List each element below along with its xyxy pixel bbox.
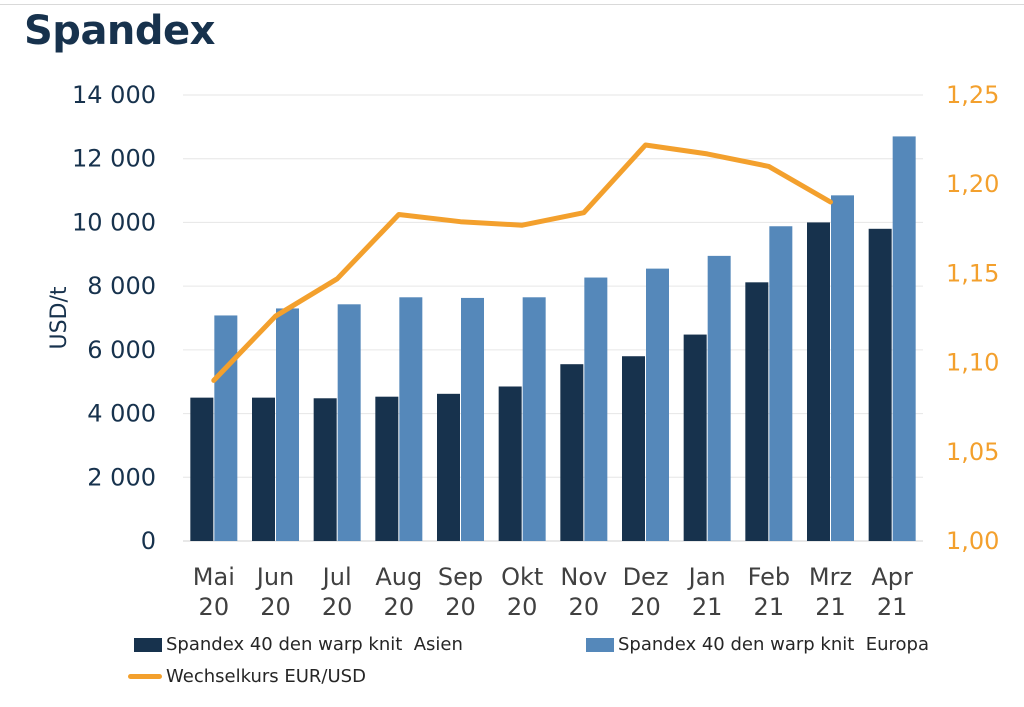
x-tick-label-year: 21 [877, 593, 908, 621]
legend-item-asien: Spandex 40 den warp knit Asien [134, 634, 463, 655]
x-tick-label-month: Jun [255, 563, 295, 591]
bar-europa [214, 315, 238, 541]
x-tick-label-year: 21 [815, 593, 846, 621]
bar-asien [622, 356, 645, 541]
x-tick-label-month: Dez [623, 563, 669, 591]
gridlines [183, 94, 923, 542]
x-tick-label-year: 20 [260, 593, 291, 621]
exchange-rate-line [211, 142, 833, 383]
bar-europa [707, 255, 731, 541]
left-axis: 0 2 000 4 000 6 000 8 000 10 000 12 000 14 000 [72, 81, 156, 555]
y2-tick-label: 1,10 [946, 349, 999, 377]
bar-europa [522, 297, 546, 541]
bar-europa [276, 308, 299, 541]
x-tick-label-year: 20 [199, 593, 230, 621]
y-tick-label: 0 [141, 527, 156, 555]
legend-item-fx: Wechselkurs EUR/USD [128, 666, 366, 687]
y-tick-label: 14 000 [72, 81, 156, 109]
x-tick-label-year: 20 [507, 593, 538, 621]
y-tick-label: 4 000 [87, 400, 156, 428]
right-axis: 1,00 1,05 1,10 1,15 1,20 1,25 [946, 81, 999, 555]
legend-swatch-fx [128, 674, 162, 679]
bar-europa [399, 297, 423, 541]
bar-asien [560, 364, 584, 541]
x-tick-label-year: 20 [384, 593, 415, 621]
bar-asien [313, 398, 337, 541]
y-tick-label: 6 000 [87, 336, 156, 364]
y2-tick-label: 1,20 [946, 170, 999, 198]
legend-swatch-asien [134, 637, 162, 652]
legend-swatch-europa [586, 637, 614, 652]
y2-tick-label: 1,05 [946, 438, 999, 466]
category-axis: Mai20Jun20Jul20Aug20Sep20Okt20Nov20Dez20… [193, 563, 913, 621]
x-tick-label-year: 20 [630, 593, 661, 621]
x-tick-label-month: Jul [321, 563, 352, 591]
bar-europa [831, 195, 854, 541]
bar-asien [683, 334, 707, 541]
x-tick-label-month: Aug [375, 563, 422, 591]
bar-asien [498, 386, 522, 541]
x-tick-label-month: Okt [501, 563, 543, 591]
bar-asien [375, 396, 399, 541]
top-divider [0, 4, 1024, 5]
line-wechselkurs [211, 142, 833, 383]
bar-europa [584, 277, 608, 541]
x-tick-label-month: Mrz [809, 563, 852, 591]
x-tick-label-month: Feb [748, 563, 791, 591]
y-tick-label: 10 000 [72, 208, 156, 236]
x-tick-label-year: 21 [692, 593, 723, 621]
bar-asien [190, 397, 214, 541]
x-tick-label-year: 21 [754, 593, 785, 621]
x-tick-label-month: Mai [193, 563, 235, 591]
legend-item-europa: Spandex 40 den warp knit Europa [586, 634, 929, 655]
y-tick-label: 12 000 [72, 145, 156, 173]
chart-title: Spandex [24, 8, 215, 54]
x-tick-label-month: Apr [871, 563, 913, 591]
x-tick-label-year: 20 [322, 593, 353, 621]
y-tick-label: 8 000 [87, 272, 156, 300]
bar-europa [769, 226, 793, 541]
bar-asien [868, 228, 892, 542]
x-tick-label-year: 20 [569, 593, 600, 621]
x-tick-label-month: Sep [438, 563, 483, 591]
legend-label-europa: Spandex 40 den warp knit Europa [618, 634, 929, 655]
bar-europa [461, 297, 484, 541]
x-tick-label-year: 20 [445, 593, 476, 621]
legend-label-asien: Spandex 40 den warp knit Asien [166, 634, 463, 655]
y2-tick-label: 1,00 [946, 527, 999, 555]
x-tick-label-month: Jan [687, 563, 726, 591]
bar-asien [807, 222, 830, 541]
bar-asien [745, 282, 769, 541]
y-axis-label: USD/t [47, 286, 72, 349]
y2-tick-label: 1,15 [946, 259, 999, 287]
x-tick-label-month: Nov [560, 563, 607, 591]
legend-label-fx: Wechselkurs EUR/USD [166, 666, 366, 687]
bar-europa [892, 136, 916, 541]
bar-series [190, 136, 916, 542]
y-tick-label: 2 000 [87, 463, 156, 491]
y2-tick-label: 1,25 [946, 81, 999, 109]
bar-europa [646, 268, 669, 541]
bar-asien [252, 397, 275, 541]
bar-asien [437, 393, 460, 541]
bar-europa [337, 304, 361, 541]
